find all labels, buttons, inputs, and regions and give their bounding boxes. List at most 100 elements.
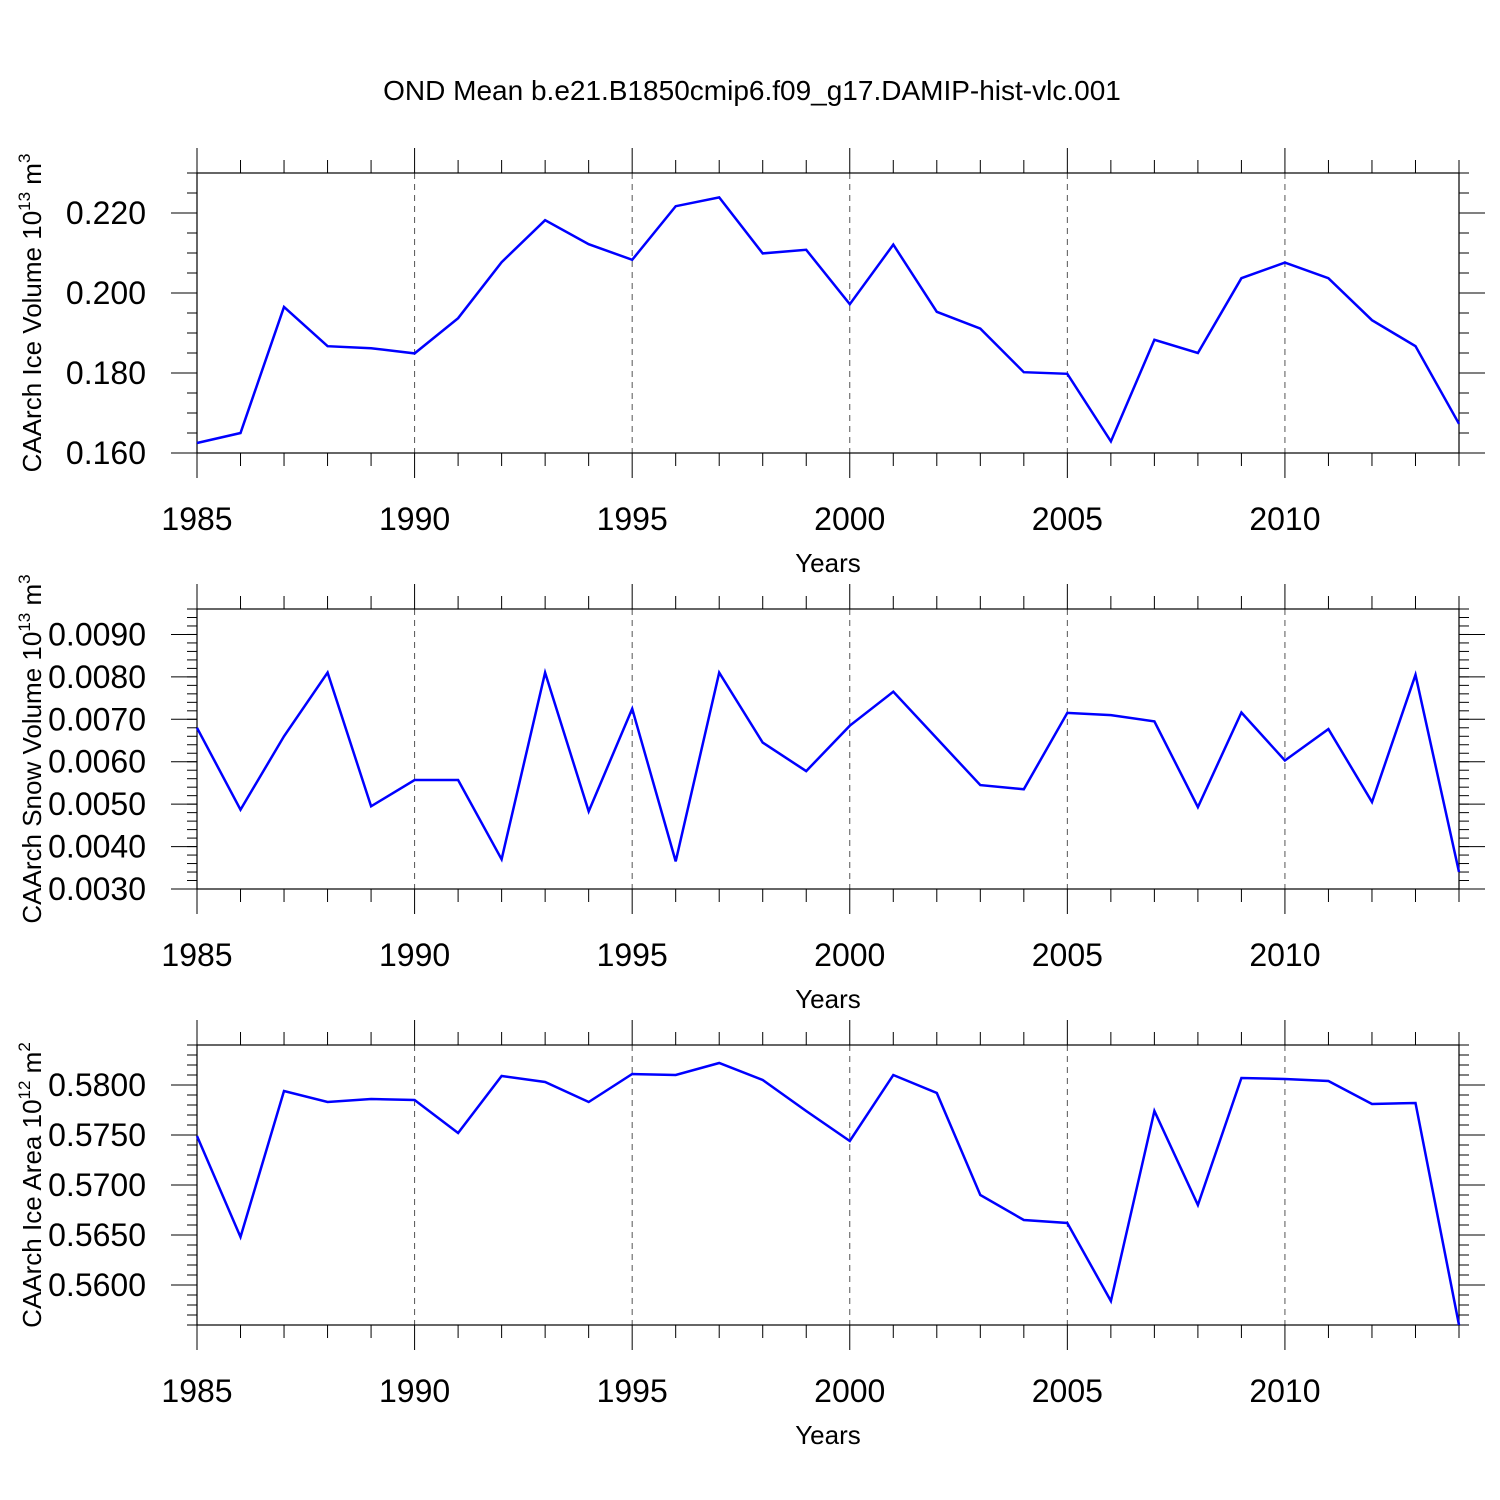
panel-1-data-point	[544, 219, 546, 221]
panel-3-y-axis-label: CAArch Ice Area 1012 m2	[15, 1042, 47, 1328]
panel-2-data-point	[1066, 712, 1068, 714]
panel-2-y-tick-label: 0.0050	[48, 786, 146, 822]
panel-2-data-point	[283, 735, 285, 737]
panel-1-data-point	[1458, 423, 1460, 425]
panel-3-data-point	[1197, 1204, 1199, 1206]
panel-1-y-label-part: m	[17, 163, 47, 192]
panel-2-y-label-superscript: 13	[15, 613, 34, 632]
panel-2-x-tick-label: 1995	[597, 937, 668, 973]
panel-2-data-point	[370, 805, 372, 807]
panel-1-data-point	[500, 261, 502, 263]
panel-3-data-point	[500, 1075, 502, 1077]
panel-2-x-tick-label: 1985	[161, 937, 232, 973]
panel-2-data-point	[1327, 728, 1329, 730]
panel-2-data-point	[1414, 674, 1416, 676]
panel-2-data-point	[1284, 759, 1286, 761]
panel-3-x-tick-label: 1990	[379, 1373, 450, 1409]
panel-1-data-point	[762, 252, 764, 254]
panel-3-data-point	[370, 1098, 372, 1100]
panel-1-data-point	[892, 243, 894, 245]
panel-3-data-point	[892, 1074, 894, 1076]
panel-1-x-tick-label: 1995	[597, 501, 668, 537]
panel-3-data-point	[326, 1101, 328, 1103]
panel-2-data-point	[457, 779, 459, 781]
panel-3-y-tick-label: 0.5700	[48, 1167, 146, 1203]
panel-3-data-point	[1023, 1219, 1025, 1221]
panel-3-x-tick-label: 2005	[1032, 1373, 1103, 1409]
panel-1-data-point	[283, 306, 285, 308]
panel-2-data-point	[1240, 711, 1242, 713]
panel-1-y-tick-label: 0.180	[66, 355, 146, 391]
panel-2-x-axis-label: Years	[795, 984, 861, 1014]
panel-1-y-label-part: CAArch Ice Volume 10	[17, 211, 47, 473]
figure-title: OND Mean b.e21.B1850cmip6.f09_g17.DAMIP-…	[383, 75, 1121, 106]
panel-1-x-axis-label: Years	[795, 548, 861, 578]
panel-2-data-point	[587, 810, 589, 812]
panel-1-y-label-superscript: 3	[15, 154, 34, 163]
panel-3-data-point	[1458, 1324, 1460, 1326]
panel-2-y-label-part: CAArch Snow Volume 10	[17, 632, 47, 924]
panel-3-data-point	[849, 1140, 851, 1142]
panel-2-data-point	[805, 770, 807, 772]
panel-2-data-point	[239, 808, 241, 810]
panel-2-y-tick-label: 0.0090	[48, 616, 146, 652]
panel-1-plot-frame	[196, 172, 1460, 454]
panel-2-data-point	[1197, 806, 1199, 808]
panel-3-x-tick-label: 2000	[814, 1373, 885, 1409]
panel-2-data-point	[762, 741, 764, 743]
panel-1-data-point	[1284, 261, 1286, 263]
panel-2-data-point	[500, 858, 502, 860]
panel-2-y-tick-label: 0.0080	[48, 659, 146, 695]
panel-3-data-point	[1110, 1300, 1112, 1302]
panel-2-data-point	[1153, 720, 1155, 722]
panel-1-y-tick-label: 0.160	[66, 435, 146, 471]
panel-3-data-point	[283, 1090, 285, 1092]
panel-2-x-tick-label: 2000	[814, 937, 885, 973]
panel-2-data-point	[1371, 801, 1373, 803]
panel-3-data-point	[1371, 1103, 1373, 1105]
panel-2-data-point	[674, 860, 676, 862]
panel-2-data-point	[979, 784, 981, 786]
panel-2-data-point	[892, 691, 894, 693]
panel-3-x-tick-label: 1995	[597, 1373, 668, 1409]
panel-1-data-point	[326, 345, 328, 347]
panel-2-data-point	[1023, 788, 1025, 790]
panel-3-y-tick-label: 0.5800	[48, 1067, 146, 1103]
panel-1-data-point	[196, 442, 198, 444]
panel-1-data-point	[457, 317, 459, 319]
panel-2-y-tick-label: 0.0040	[48, 829, 146, 865]
panel-3-data-point	[1240, 1077, 1242, 1079]
panel-2-data-point	[1110, 714, 1112, 716]
panel-3-data-point	[805, 1110, 807, 1112]
panel-2-data-point	[1458, 871, 1460, 873]
panel-1-data-point	[1066, 373, 1068, 375]
panel-1-data-point	[370, 347, 372, 349]
panel-2-data-point	[544, 671, 546, 673]
panel-3-y-label-superscript: 2	[15, 1042, 34, 1051]
panel-1-data-point	[674, 205, 676, 207]
panel-1-data-point	[1110, 440, 1112, 442]
panel-1-data-point	[1153, 339, 1155, 341]
panel-2-plot-frame	[196, 608, 1460, 890]
panel-2-y-tick-label: 0.0070	[48, 701, 146, 737]
panel-3-data-point	[762, 1079, 764, 1081]
panel-1-x-tick-label: 2000	[814, 501, 885, 537]
panel-3-y-label-part: m	[17, 1052, 47, 1081]
panel-3-data-point	[239, 1236, 241, 1238]
panel-3-data-point	[936, 1092, 938, 1094]
panel-3-data-point	[979, 1194, 981, 1196]
panel-1-data-point	[849, 303, 851, 305]
panel-1-y-label-superscript: 13	[15, 192, 34, 211]
panel-1-data-point	[1240, 277, 1242, 279]
panel-3-series-line	[195, 1061, 1461, 1326]
panel-3-y-tick-label: 0.5600	[48, 1267, 146, 1303]
panel-3-x-tick-label: 1985	[161, 1373, 232, 1409]
panel-2-y-axis-label: CAArch Snow Volume 1013 m3	[15, 574, 47, 923]
panel-3-y-label-part: CAArch Ice Area 10	[17, 1099, 47, 1327]
panel-3-data-point	[674, 1074, 676, 1076]
panel-3-data-point	[1066, 1222, 1068, 1224]
panel-3-x-axis-label: Years	[795, 1420, 861, 1450]
panel-3-x-tick-label: 2010	[1249, 1373, 1320, 1409]
panel-2-data-point	[718, 671, 720, 673]
panel-3-y-tick-label: 0.5750	[48, 1117, 146, 1153]
